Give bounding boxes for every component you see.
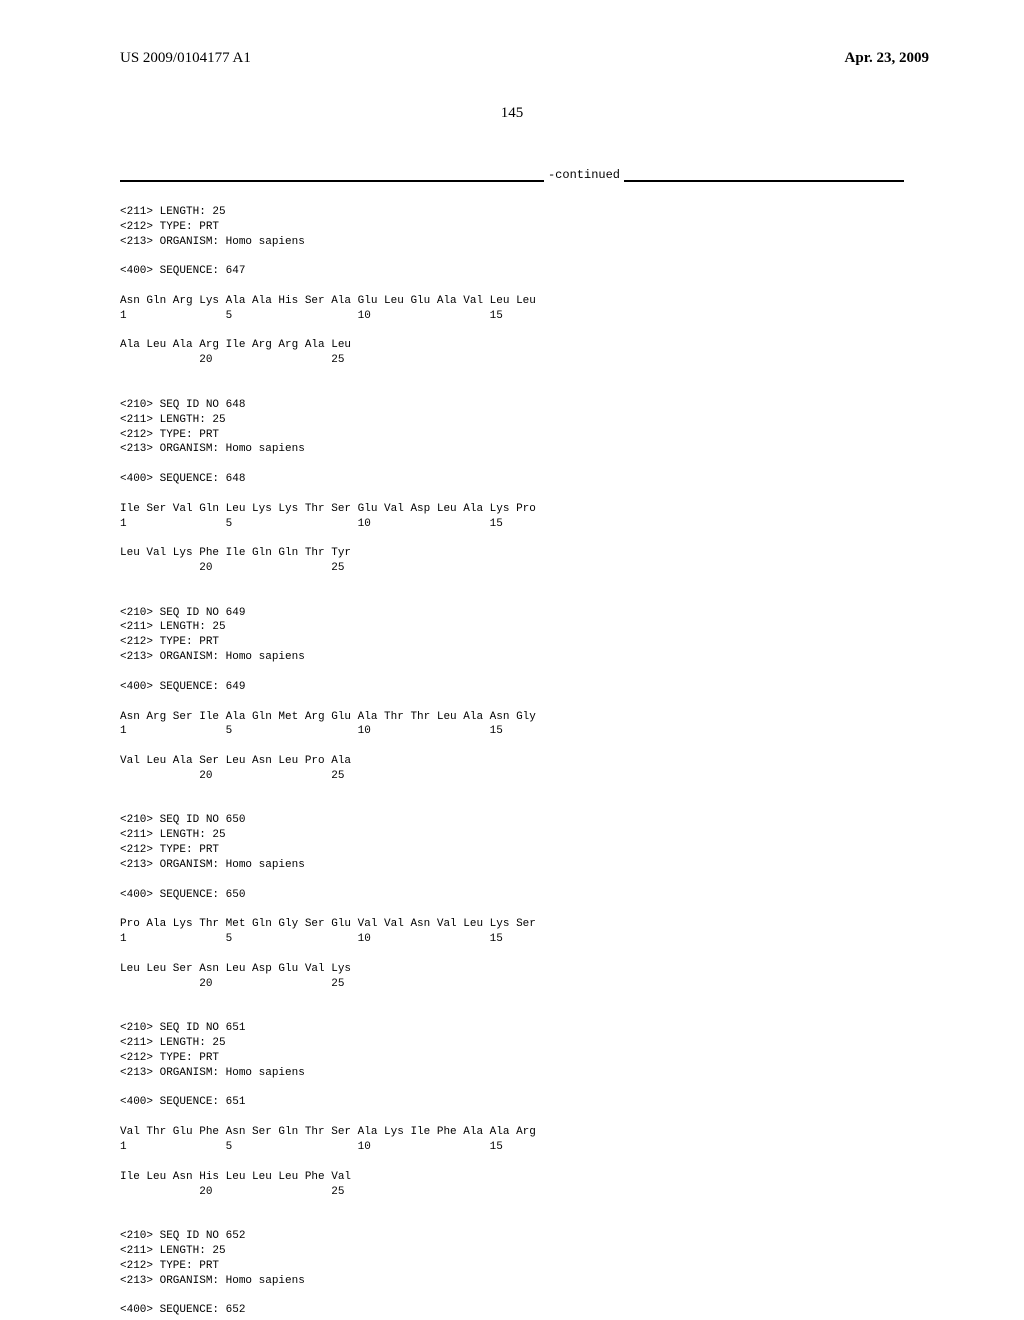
seq-648-line2: Leu Val Lys Phe Ile Gln Gln Thr Tyr — [120, 547, 351, 559]
seq-648-nums1: 1 5 10 15 — [120, 518, 503, 530]
seq-648-line1: Ile Ser Val Gln Leu Lys Lys Thr Ser Glu … — [120, 503, 536, 515]
seq-652-meta: <210> SEQ ID NO 652 <211> LENGTH: 25 <21… — [120, 1230, 305, 1287]
seq-649-nums1: 1 5 10 15 — [120, 725, 503, 737]
seq-650-nums1: 1 5 10 15 — [120, 933, 503, 945]
seq-648-nums2: 20 25 — [120, 562, 344, 574]
seq-651-nums1: 1 5 10 15 — [120, 1141, 503, 1153]
page-header: US 2009/0104177 A1 Apr. 23, 2009 — [0, 0, 1024, 67]
seq-650-line2: Leu Leu Ser Asn Leu Asp Glu Val Lys — [120, 963, 351, 975]
seq-648-header: <400> SEQUENCE: 648 — [120, 473, 245, 485]
seq-651-line1: Val Thr Glu Phe Asn Ser Gln Thr Ser Ala … — [120, 1126, 536, 1138]
seq-652-header: <400> SEQUENCE: 652 — [120, 1304, 245, 1316]
publication-date: Apr. 23, 2009 — [845, 50, 929, 67]
seq-651-nums2: 20 25 — [120, 1186, 344, 1198]
seq-651-meta: <210> SEQ ID NO 651 <211> LENGTH: 25 <21… — [120, 1022, 305, 1079]
seq-647-header: <400> SEQUENCE: 647 — [120, 265, 245, 277]
seq-647-nums1: 1 5 10 15 — [120, 310, 503, 322]
seq-649-line1: Asn Arg Ser Ile Ala Gln Met Arg Glu Ala … — [120, 711, 536, 723]
seq-649-nums2: 20 25 — [120, 770, 344, 782]
seq-650-meta: <210> SEQ ID NO 650 <211> LENGTH: 25 <21… — [120, 814, 305, 871]
seq-650-header: <400> SEQUENCE: 650 — [120, 889, 245, 901]
seq-647-line2: Ala Leu Ala Arg Ile Arg Arg Ala Leu — [120, 339, 351, 351]
page-number: 145 — [0, 105, 1024, 122]
seq-649-line2: Val Leu Ala Ser Leu Asn Leu Pro Ala — [120, 755, 351, 767]
seq-647-line1: Asn Gln Arg Lys Ala Ala His Ser Ala Glu … — [120, 295, 536, 307]
seq-651-header: <400> SEQUENCE: 651 — [120, 1096, 245, 1108]
seq-650-line1: Pro Ala Lys Thr Met Gln Gly Ser Glu Val … — [120, 918, 536, 930]
publication-number: US 2009/0104177 A1 — [120, 50, 251, 67]
seq-647-meta: <211> LENGTH: 25 <212> TYPE: PRT <213> O… — [120, 206, 305, 248]
seq-650-nums2: 20 25 — [120, 978, 344, 990]
seq-649-meta: <210> SEQ ID NO 649 <211> LENGTH: 25 <21… — [120, 607, 305, 664]
continued-divider: -continued — [120, 180, 904, 182]
seq-648-meta: <210> SEQ ID NO 648 <211> LENGTH: 25 <21… — [120, 399, 305, 456]
continued-label: -continued — [544, 168, 624, 182]
seq-651-line2: Ile Leu Asn His Leu Leu Leu Phe Val — [120, 1171, 351, 1183]
seq-647-nums2: 20 25 — [120, 354, 344, 366]
seq-649-header: <400> SEQUENCE: 649 — [120, 681, 245, 693]
sequence-listing: <211> LENGTH: 25 <212> TYPE: PRT <213> O… — [120, 190, 1024, 1318]
